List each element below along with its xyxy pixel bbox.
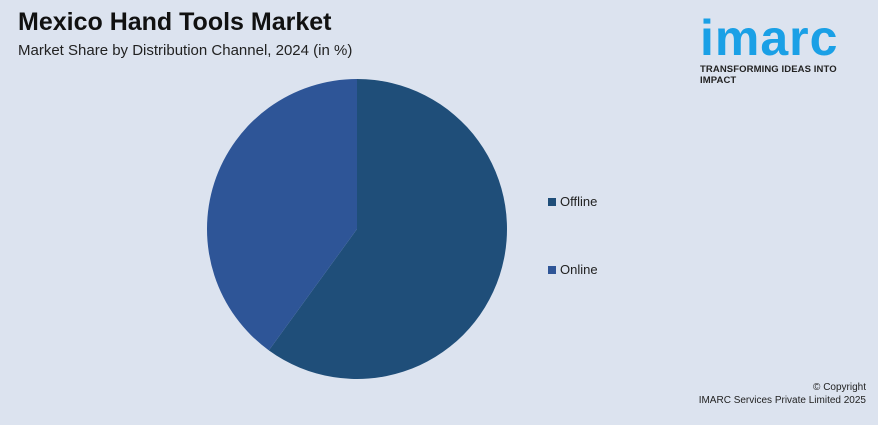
legend-item-online: Online <box>548 262 598 277</box>
logo-tagline: TRANSFORMING IDEAS INTO IMPACT <box>700 64 837 86</box>
copyright-line2: IMARC Services Private Limited 2025 <box>698 395 866 406</box>
copyright: © Copyright IMARC Services Private Limit… <box>699 381 866 407</box>
logo-word: imarc <box>700 10 839 66</box>
legend-swatch-offline <box>548 197 556 206</box>
chart-title: Mexico Hand Tools Market <box>18 8 332 36</box>
legend-label-online: Online <box>560 262 598 277</box>
chart-subtitle: Market Share by Distribution Channel, 20… <box>18 42 353 59</box>
legend-item-offline: Offline <box>548 194 597 209</box>
legend-label-offline: Offline <box>560 194 598 209</box>
pie-slice-online <box>207 79 357 351</box>
imarc-logo: imarc TRANSFORMING IDEAS INTO IMPACT <box>700 4 872 86</box>
legend-swatch-online <box>548 265 556 274</box>
copyright-line1: © Copyright <box>813 382 866 393</box>
pie-slice-offline <box>268 79 507 379</box>
